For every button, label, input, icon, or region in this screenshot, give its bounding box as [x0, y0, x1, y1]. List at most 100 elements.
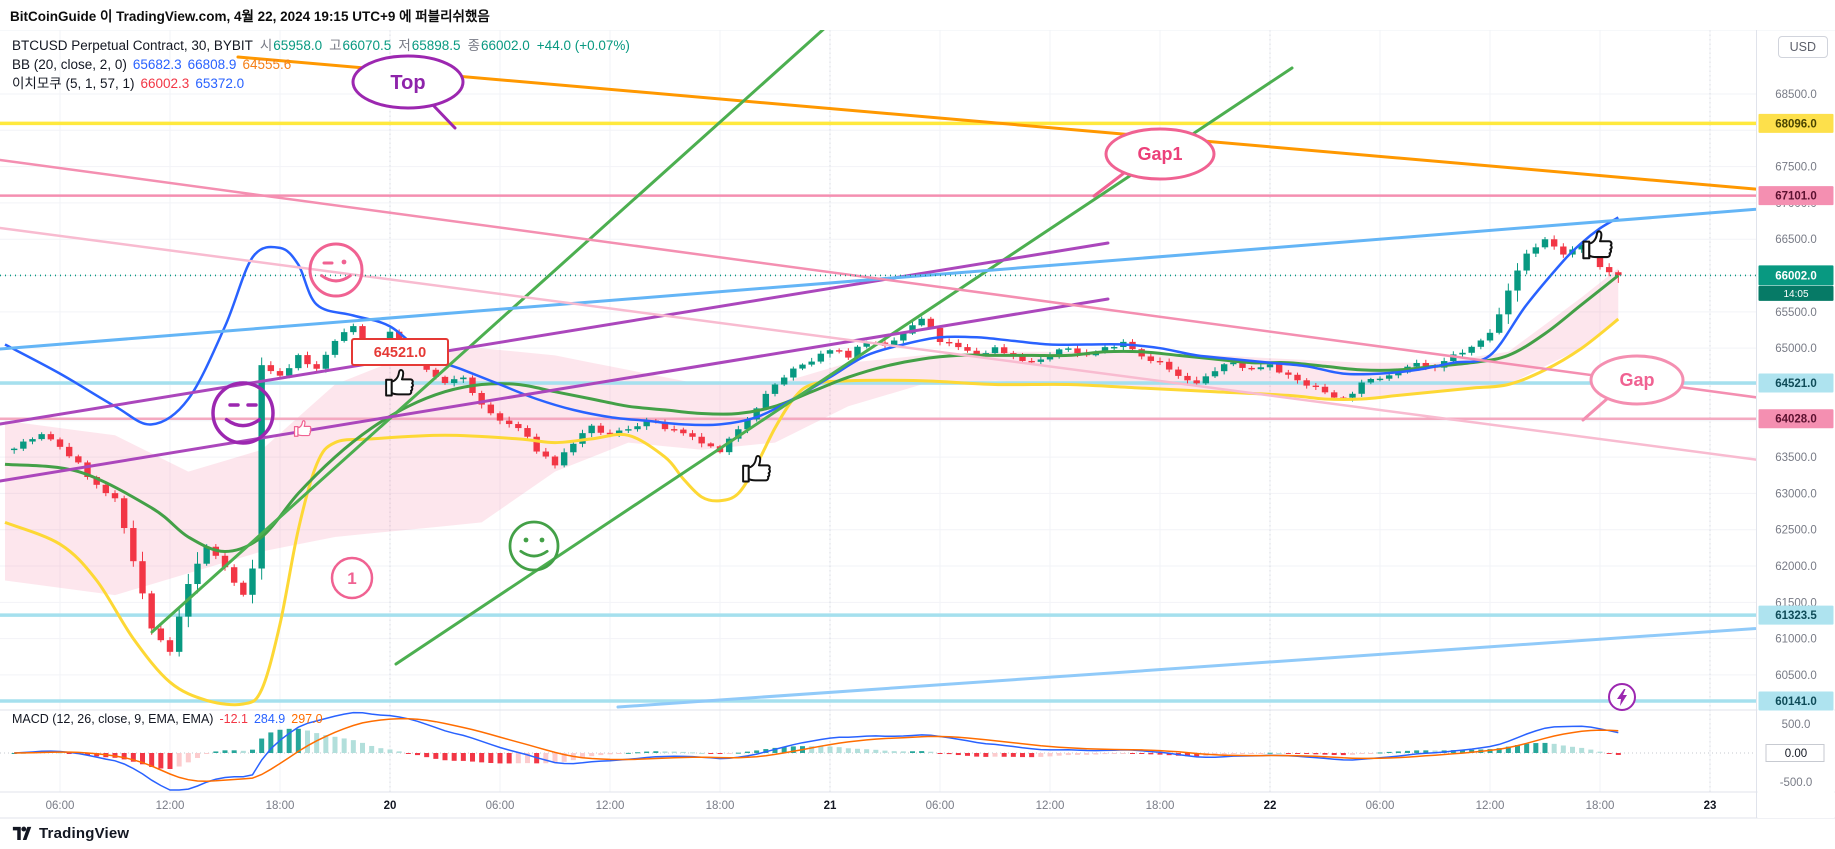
- svg-text:06:00: 06:00: [46, 800, 75, 812]
- symbol-ohlc-values: 시65958.0 고66070.5 저65898.5 종66002.0: [253, 38, 530, 53]
- svg-text:Gap: Gap: [1619, 370, 1654, 390]
- svg-text:62000.0: 62000.0: [1775, 561, 1817, 573]
- ohlc-label: 고: [329, 38, 342, 53]
- lightning-bolt-icon[interactable]: [1608, 683, 1636, 711]
- svg-text:65000.0: 65000.0: [1775, 343, 1817, 355]
- orange-trend[interactable]: [236, 55, 1835, 196]
- svg-text:06:00: 06:00: [926, 800, 955, 812]
- macd-pane[interactable]: [11, 711, 1621, 791]
- thumbs-up-icon[interactable]: [742, 455, 771, 483]
- macd-values: -12.1 284.9 297.0: [213, 712, 322, 726]
- svg-text:Gap1: Gap1: [1137, 144, 1182, 164]
- svg-text:21: 21: [824, 800, 837, 812]
- svg-text:Top: Top: [390, 72, 425, 94]
- svg-text:12:00: 12:00: [156, 800, 185, 812]
- svg-text:66002.0: 66002.0: [1775, 270, 1817, 282]
- indicator-legend: BTCUSD Perpetual Contract, 30, BYBIT 시659…: [12, 36, 630, 93]
- svg-text:68096.0: 68096.0: [1775, 118, 1817, 130]
- indicator-value: 297.0: [291, 712, 323, 726]
- purple-trend-2[interactable]: [0, 297, 1110, 483]
- gap1-bubble[interactable]: Gap1: [1092, 127, 1216, 198]
- pink-trend-1[interactable]: [0, 158, 1835, 408]
- svg-text:64521.0: 64521.0: [1775, 378, 1817, 390]
- ohlc-value: 66070.5: [342, 38, 392, 53]
- time-axis[interactable]: 06:00 12:00 18:00 20 06:00 12:00 18:00 21 06:00 1…: [46, 800, 1717, 812]
- green-trend-1[interactable]: [150, 18, 836, 634]
- svg-text:20: 20: [384, 800, 397, 812]
- ohlc-label: 시: [259, 38, 273, 53]
- ichimoku-values: 66002.3 65372.0: [135, 76, 245, 91]
- svg-text:18:00: 18:00: [266, 800, 295, 812]
- svg-text:63500.0: 63500.0: [1775, 452, 1817, 464]
- indicator-value: -12.1: [219, 712, 248, 726]
- pink-wink-smiley[interactable]: [308, 242, 364, 298]
- svg-text:62500.0: 62500.0: [1775, 525, 1817, 537]
- svg-text:64521.0: 64521.0: [374, 345, 426, 361]
- svg-text:68500.0: 68500.0: [1775, 89, 1817, 101]
- macd-name[interactable]: MACD: [12, 712, 49, 726]
- gap-bubble[interactable]: Gap: [1581, 354, 1685, 422]
- bb-params: (20, close, 2, 0): [33, 57, 127, 72]
- svg-text:60500.0: 60500.0: [1775, 670, 1817, 682]
- macd-params: (12, 26, close, 9, EMA, EMA): [52, 712, 214, 726]
- price-axis[interactable]: 68500.067500.067000.066500.065500.065000…: [1757, 31, 1835, 818]
- ichimoku-name[interactable]: 이치모쿠: [12, 76, 62, 91]
- pink-trend-2[interactable]: [0, 226, 1835, 470]
- bb-legend-row[interactable]: BB (20, close, 2, 0) 65682.3 66808.9 64555.…: [12, 55, 630, 74]
- green-smiley[interactable]: [508, 520, 560, 572]
- macd-legend-row[interactable]: MACD (12, 26, close, 9, EMA, EMA) -12.1 28…: [12, 712, 323, 726]
- svg-text:12:00: 12:00: [1036, 800, 1065, 812]
- ohlc-label: 저: [398, 38, 411, 53]
- thumbs-up-icon[interactable]: [1582, 230, 1613, 260]
- ichimoku-legend-row[interactable]: 이치모쿠 (5, 1, 57, 1) 66002.3 65372.0: [12, 74, 630, 93]
- circled-number-1[interactable]: 1: [330, 556, 374, 600]
- ohlc-value: 65898.5: [411, 38, 461, 53]
- indicator-value: 65372.0: [195, 76, 245, 91]
- svg-text:18:00: 18:00: [706, 800, 735, 812]
- svg-text:12:00: 12:00: [1476, 800, 1505, 812]
- price-callout-64521[interactable]: 64521.0: [351, 338, 449, 366]
- svg-text:61323.5: 61323.5: [1775, 610, 1817, 622]
- svg-text:66500.0: 66500.0: [1775, 234, 1817, 246]
- price-levels[interactable]: [0, 121, 1756, 703]
- blue-trend-upper[interactable]: [0, 203, 1835, 351]
- svg-text:67101.0: 67101.0: [1775, 191, 1817, 203]
- svg-text:65500.0: 65500.0: [1775, 307, 1817, 319]
- symbol-legend-row[interactable]: BTCUSD Perpetual Contract, 30, BYBIT 시659…: [12, 36, 630, 55]
- blue-trend-lower[interactable]: [616, 623, 1835, 709]
- pane-separators: [0, 29, 1835, 819]
- svg-text:12:00: 12:00: [596, 800, 625, 812]
- symbol-change: +44.0 (+0.07%): [536, 38, 630, 53]
- ohlc-value: 66002.0: [480, 38, 530, 53]
- currency-toggle[interactable]: USD: [1777, 36, 1828, 58]
- svg-text:06:00: 06:00: [1366, 800, 1395, 812]
- indicator-value: 65682.3: [132, 57, 182, 72]
- indicator-value: 66808.9: [187, 57, 237, 72]
- ohlc-value: 65958.0: [273, 38, 323, 53]
- symbol-title[interactable]: BTCUSD Perpetual Contract, 30, BYBIT: [12, 38, 253, 53]
- svg-text:61000.0: 61000.0: [1775, 634, 1817, 646]
- purple-smiley[interactable]: [211, 381, 275, 445]
- indicator-value: 284.9: [253, 712, 286, 726]
- svg-text:22: 22: [1264, 800, 1277, 812]
- svg-text:500.0: 500.0: [1782, 719, 1811, 731]
- tradingview-logo-icon[interactable]: [12, 824, 33, 842]
- svg-text:63000.0: 63000.0: [1775, 488, 1817, 500]
- svg-text:67500.0: 67500.0: [1775, 162, 1817, 174]
- purple-trend-1[interactable]: [0, 241, 1110, 426]
- footer: TradingView: [12, 824, 129, 842]
- bb-values: 65682.3 66808.9 64555.6: [127, 57, 291, 72]
- bb-name[interactable]: BB: [12, 57, 31, 72]
- svg-text:60141.0: 60141.0: [1775, 696, 1817, 708]
- tradingview-brand[interactable]: TradingView: [39, 824, 130, 842]
- svg-text:1: 1: [347, 569, 356, 588]
- indicator-value: 66002.3: [140, 76, 190, 91]
- svg-text:18:00: 18:00: [1586, 800, 1615, 812]
- svg-text:-500.0: -500.0: [1780, 777, 1813, 789]
- ohlc-label: 종: [467, 38, 480, 53]
- top-bubble[interactable]: Top: [351, 54, 465, 130]
- svg-text:14:05: 14:05: [1783, 289, 1808, 300]
- svg-text:0.00: 0.00: [1785, 748, 1807, 760]
